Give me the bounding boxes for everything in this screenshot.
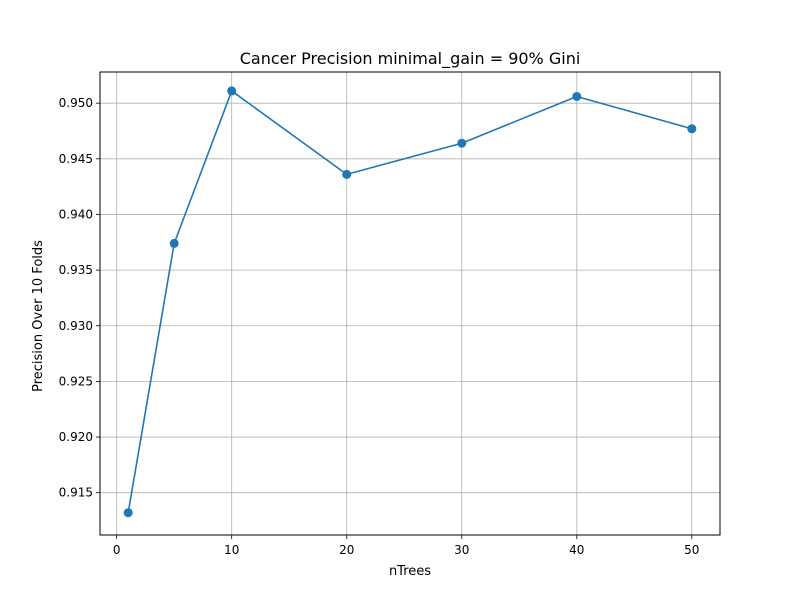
y-tick-label: 0.940 xyxy=(59,207,93,221)
data-point xyxy=(123,508,133,518)
data-point xyxy=(169,238,179,248)
x-tick-label: 10 xyxy=(224,543,239,557)
data-point xyxy=(227,86,237,96)
y-tick-label: 0.945 xyxy=(59,152,93,166)
data-point xyxy=(457,138,467,148)
y-axis-label: Precision Over 10 Folds xyxy=(31,240,46,392)
y-tick-label: 0.930 xyxy=(59,319,93,333)
y-tick-label: 0.935 xyxy=(59,263,93,277)
x-tick-label: 0 xyxy=(113,543,121,557)
data-point xyxy=(687,124,697,134)
data-point xyxy=(572,91,582,101)
data-point xyxy=(342,169,352,179)
chart-title: Cancer Precision minimal_gain = 90% Gini xyxy=(240,49,581,69)
x-tick-label: 20 xyxy=(339,543,354,557)
y-tick-label: 0.920 xyxy=(59,430,93,444)
x-axis-label: nTrees xyxy=(389,564,431,579)
x-tick-label: 30 xyxy=(454,543,469,557)
series-layer xyxy=(123,86,697,518)
y-tick-label: 0.925 xyxy=(59,374,93,388)
x-axis-ticks: 0 10 20 30 40 50 xyxy=(113,535,699,557)
y-tick-label: 0.950 xyxy=(59,96,93,110)
plot-area-frame xyxy=(99,71,721,536)
x-tick-label: 40 xyxy=(569,543,584,557)
y-tick-label: 0.915 xyxy=(59,486,93,500)
grid xyxy=(100,72,720,535)
y-axis-ticks: 0.915 0.920 0.925 0.930 0.935 0.940 0.945 0.950 xyxy=(59,96,100,500)
x-tick-label: 50 xyxy=(684,543,699,557)
